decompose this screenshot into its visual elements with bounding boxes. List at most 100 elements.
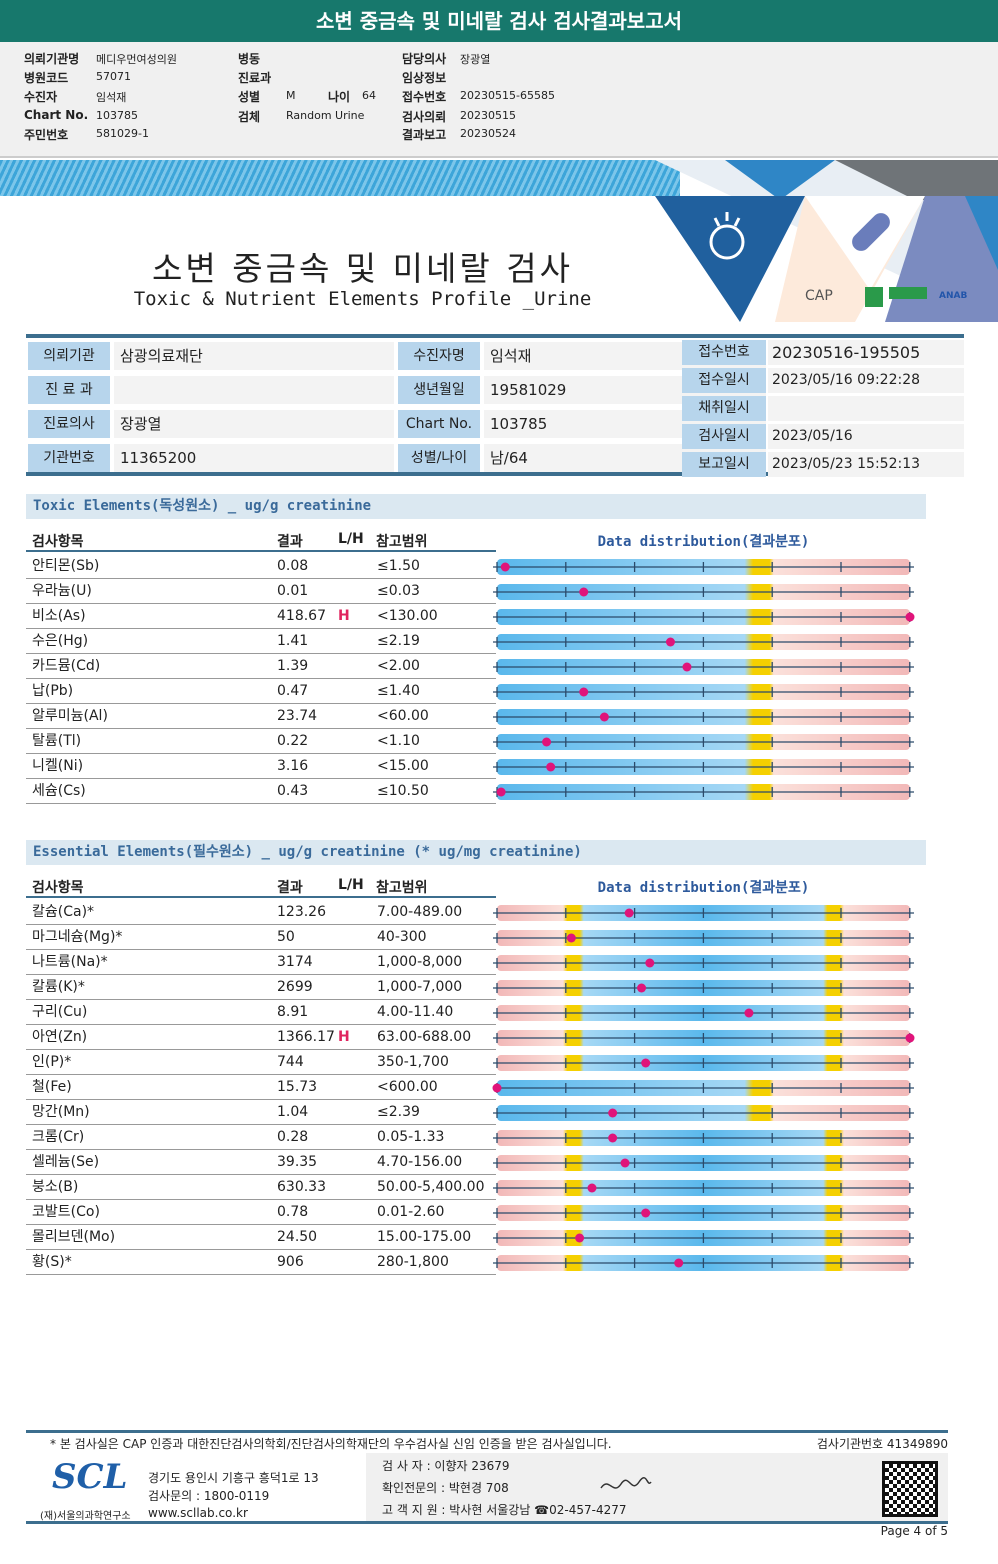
distribution-bar [493,1005,914,1021]
website-link[interactable]: www.scllab.co.kr [148,1506,248,1520]
reference-range: ≤10.50 [377,783,429,799]
header-label: 병동 [238,52,261,66]
reference-range: 1,000-7,000 [377,979,463,995]
reference-range: <15.00 [377,758,429,774]
header-value: 20230515 [460,109,516,122]
result-value: 906 [277,1254,304,1270]
footer: * 본 검사실은 CAP 인증과 대한진단검사의학회/진단검사의학재단의 우수검… [26,1430,948,1524]
header-value: 581029-1 [96,127,149,140]
reference-range: 15.00-175.00 [377,1229,472,1245]
reference-range: <60.00 [377,708,429,724]
result-dot [599,712,609,722]
info-label: Chart No. [398,410,480,438]
table-row: 납(Pb) 0.47 ≤1.40 [26,679,496,704]
distribution-bar [493,559,914,575]
result-value: 39.35 [277,1154,318,1170]
distribution-bar [493,634,914,650]
banner-graphic: CAP ANAB [655,160,998,322]
result-value: 0.78 [277,1204,309,1220]
column-header-result: 결과 [277,880,303,896]
result-value: 0.08 [277,558,309,574]
distribution-bar [493,1205,914,1221]
header-panel: 의뢰기관명 메디우먼여성의원 병원코드 57071 수진자 임석재 Chart No. 103… [0,42,998,158]
element-name: 세슘(Cs) [32,783,86,799]
result-dot [492,1083,502,1093]
distribution-bar [493,709,914,725]
table-row: 세슘(Cs) 0.43 ≤10.50 [26,779,496,804]
reference-range: <130.00 [377,608,438,624]
table-row: 알루미늄(Al) 23.74 <60.00 [26,704,496,729]
report-title: 소변 중금속 및 미네랄 검사 검사결과보고서 [0,0,998,42]
element-name: 비소(As) [32,608,86,624]
reference-range: 7.00-489.00 [377,904,463,920]
table-row: 나트륨(Na)* 3174 1,000-8,000 [26,950,496,975]
table-row: 수은(Hg) 1.41 ≤2.19 [26,629,496,654]
distribution-bar [493,1030,915,1046]
result-dot [905,612,915,622]
page-number: Page 4 of 5 [880,1524,948,1538]
age-value: 64 [362,89,376,102]
header-value: M [286,89,296,102]
scl-logo: SCL [52,1457,128,1497]
table-row: 칼슘(Ca)* 123.26 7.00-489.00 [26,900,496,925]
info-value: 2023/05/23 15:52:13 [768,452,964,477]
banner-stripe [0,160,680,196]
reference-range: <1.10 [377,733,420,749]
table-row: 카드뮴(Cd) 1.39 <2.00 [26,654,496,679]
result-value: 0.47 [277,683,309,699]
info-value: 11365200 [114,444,394,472]
result-value: 1.41 [277,633,309,649]
customer-support: 고 객 지 원 : 박사현 서울강남 ☎02-457-4277 [382,1503,627,1517]
ema-logo [889,287,927,299]
result-dot [500,562,510,572]
anab-logo: ANAB [939,291,967,301]
result-value: 2699 [277,979,313,995]
reference-range: ≤2.39 [377,1104,420,1120]
element-name: 카드뮴(Cd) [32,658,101,674]
element-name: 망간(Mn) [32,1104,90,1120]
element-name: 붕소(B) [32,1179,79,1195]
element-name: 나트륨(Na)* [32,954,108,970]
element-name: 황(S)* [32,1254,72,1270]
reference-range: ≤0.03 [377,583,420,599]
distribution-bar [493,659,914,675]
element-name: 몰리브덴(Mo) [32,1229,116,1245]
result-value: 0.43 [277,783,309,799]
column-header-result: 결과 [277,534,303,550]
element-name: 수은(Hg) [32,633,89,649]
result-dot [641,1208,651,1218]
info-value: 2023/05/16 09:22:28 [768,368,964,393]
result-dot [674,1258,684,1268]
element-name: 탈륨(Tl) [32,733,82,749]
element-name: 마그네슘(Mg)* [32,929,123,945]
result-value: 418.67 [277,608,326,624]
column-header-distribution: Data distribution(결과분포) [597,534,810,550]
table-row: 니켈(Ni) 3.16 <15.00 [26,754,496,779]
header-label: 병원코드 [24,71,69,85]
result-dot [620,1158,630,1168]
header-label: 성별 [238,90,261,104]
element-name: 철(Fe) [32,1079,72,1095]
lm-logo [865,287,883,307]
result-dot [566,933,576,943]
table-row: 망간(Mn) 1.04 ≤2.39 [26,1100,496,1125]
result-dot [579,587,589,597]
essential-section-header: Essential Elements(필수원소) _ ug/g creatini… [26,840,926,865]
result-dot [542,737,552,747]
header-value: 장광열 [460,53,491,66]
reference-range: 0.01-2.60 [377,1204,445,1220]
result-dot [587,1183,597,1193]
pill-icon [850,211,892,253]
reference-range: 40-300 [377,929,427,945]
result-dot [575,1233,585,1243]
result-dot [608,1108,618,1118]
header-value: 메디우먼여성의원 [96,53,177,66]
table-row: 몰리브덴(Mo) 24.50 15.00-175.00 [26,1225,496,1250]
header-value: 임석재 [96,91,127,104]
column-header-ref: 참고범위 [376,534,428,550]
distribution-bar [493,1130,914,1146]
result-value: 1.39 [277,658,309,674]
reference-range: ≤1.40 [377,683,420,699]
reference-range: 4.70-156.00 [377,1154,463,1170]
result-dot [579,687,589,697]
